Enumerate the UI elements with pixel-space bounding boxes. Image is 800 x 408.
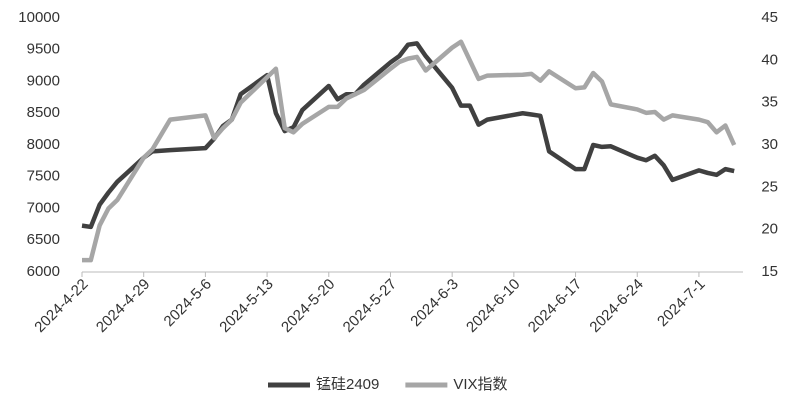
- y-tick-label: 7000: [27, 199, 60, 216]
- x-tick-label: 2024-5-27: [340, 276, 400, 336]
- x-tick-label: 2024-6-24: [586, 276, 646, 336]
- x-tick-label: 2024-6-3: [407, 276, 461, 330]
- legend-label: 锰硅2409: [316, 376, 379, 393]
- y-tick-label: 6500: [27, 231, 60, 248]
- y-tick-label: 9000: [27, 72, 60, 89]
- x-tick-label: 2024-6-17: [525, 276, 585, 336]
- y-tick-label: 9500: [27, 41, 60, 58]
- y2-tick-label: 25: [761, 178, 778, 195]
- y2-tick-label: 45: [761, 9, 778, 26]
- y-tick-label: 7500: [27, 168, 60, 185]
- x-tick-label: 2024-5-6: [161, 276, 215, 330]
- y-tick-label: 10000: [18, 9, 60, 26]
- y-tick-label: 8000: [27, 136, 60, 153]
- y2-tick-label: 35: [761, 94, 778, 111]
- y2-tick-label: 15: [761, 263, 778, 280]
- x-tick-label: 2024-7-1: [654, 276, 708, 330]
- x-tick-label: 2024-4-22: [31, 276, 91, 336]
- y2-tick-label: 40: [761, 51, 778, 68]
- x-tick-label: 2024-5-13: [216, 276, 276, 336]
- series-line: [81, 41, 735, 230]
- y2-tick-label: 20: [761, 221, 778, 238]
- x-tick-label: 2024-4-29: [93, 276, 153, 336]
- series-line: [82, 39, 737, 263]
- x-tick-label: 2024-5-20: [278, 276, 338, 336]
- y-tick-label: 8500: [27, 104, 60, 121]
- y-tick-label: 6000: [27, 263, 60, 280]
- legend-label: VIX指数: [453, 376, 507, 393]
- x-tick-label: 2024-6-10: [463, 276, 523, 336]
- y2-tick-label: 30: [761, 136, 778, 153]
